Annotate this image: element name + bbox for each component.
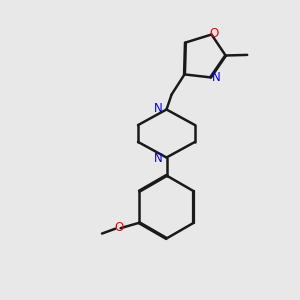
Text: O: O <box>115 221 124 234</box>
Text: O: O <box>209 27 218 40</box>
Text: N: N <box>154 102 163 115</box>
Text: N: N <box>154 152 163 165</box>
Text: N: N <box>212 71 220 84</box>
